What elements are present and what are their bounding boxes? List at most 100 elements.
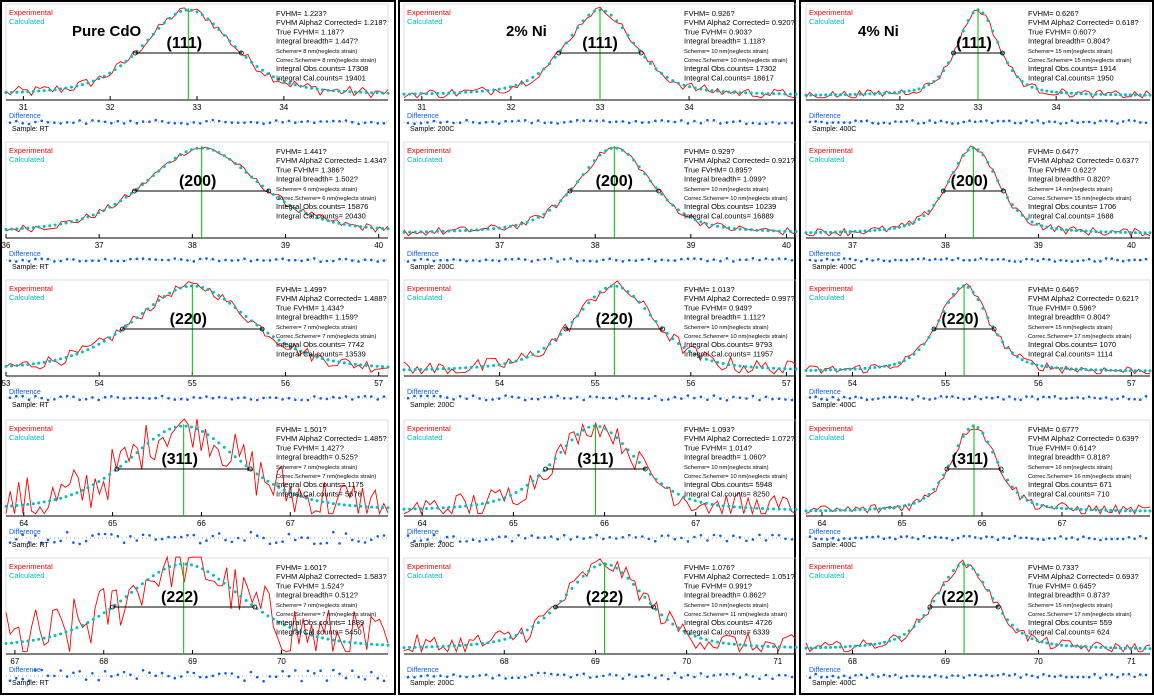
difference-point xyxy=(458,258,462,262)
fit-info-line: FVHM Alpha2 Corrected= 0.639? xyxy=(1028,434,1139,443)
calculated-point xyxy=(1089,229,1093,233)
difference-point xyxy=(523,537,527,540)
calculated-point xyxy=(986,161,990,164)
calculated-point xyxy=(783,645,787,649)
difference-point xyxy=(588,119,592,123)
fit-info-line: FVHM Alpha2 Corrected= 0.621? xyxy=(1028,294,1139,303)
difference-point xyxy=(53,540,56,544)
difference-point xyxy=(996,538,1000,541)
calculated-point xyxy=(693,499,697,503)
fit-info-line: Correc.Scherrer= 7 nm(neglects strain) xyxy=(276,612,376,618)
difference-point xyxy=(1070,260,1074,263)
fit-info-line: FVHM Alpha2 Corrected= 1.072? xyxy=(684,434,795,443)
difference-point xyxy=(484,538,488,541)
calculated-point xyxy=(665,486,669,490)
calculated-point xyxy=(716,360,720,364)
calculated-point xyxy=(676,342,680,346)
difference-point xyxy=(325,120,329,123)
difference-point xyxy=(865,257,869,261)
difference-point xyxy=(1013,672,1017,676)
difference-point xyxy=(848,397,852,400)
difference-point xyxy=(725,539,729,543)
difference-point xyxy=(78,259,81,263)
calculated-point xyxy=(1143,231,1147,235)
difference-point xyxy=(34,668,37,672)
difference-point xyxy=(751,121,755,125)
calculated-point xyxy=(255,472,259,476)
difference-point xyxy=(1076,121,1079,125)
calculated-point xyxy=(37,637,41,641)
difference-point xyxy=(996,395,1000,399)
difference-point xyxy=(243,539,246,542)
calculated-point xyxy=(201,13,204,17)
x-tick-label: 70 xyxy=(1034,657,1043,666)
calculated-point xyxy=(1074,229,1078,233)
difference-point xyxy=(771,258,774,261)
difference-point xyxy=(647,397,651,401)
calculated-point xyxy=(91,345,95,349)
calculated-point xyxy=(1128,509,1132,513)
calculated-point xyxy=(986,19,990,22)
calculated-point xyxy=(42,360,46,364)
difference-point xyxy=(745,397,748,400)
difference-point xyxy=(647,257,651,261)
calculated-point xyxy=(1035,222,1039,226)
calculated-point xyxy=(464,366,468,370)
calculated-point xyxy=(1099,508,1103,512)
difference-point xyxy=(325,259,329,263)
difference-point xyxy=(351,398,354,401)
difference-point xyxy=(370,538,373,542)
difference-point xyxy=(962,534,966,538)
calculated-point xyxy=(91,618,95,621)
difference-point xyxy=(160,537,164,541)
calculated-point xyxy=(222,445,226,449)
difference-point xyxy=(268,675,272,678)
difference-point xyxy=(922,257,926,260)
calculated-point xyxy=(26,226,30,230)
calculated-point xyxy=(211,148,215,152)
fit-info-line: Integral breadth= 1.060? xyxy=(684,453,766,462)
calculated-point xyxy=(321,500,324,504)
calculated-point xyxy=(15,364,19,368)
difference-point xyxy=(888,536,891,539)
difference-point xyxy=(332,530,335,534)
calculated-point xyxy=(480,502,484,506)
calculated-point xyxy=(598,153,602,157)
difference-point xyxy=(1059,535,1062,538)
difference-point xyxy=(871,673,874,676)
difference-point xyxy=(249,120,253,124)
calculated-point xyxy=(277,338,281,342)
difference-point xyxy=(1116,537,1119,541)
calculated-point xyxy=(897,225,901,229)
fit-info-line: Integral breadth= 0.804? xyxy=(1028,313,1110,322)
difference-point xyxy=(332,259,335,263)
difference-point xyxy=(939,395,943,398)
fit-info-line: Integral Cal.counts= 1950 xyxy=(1028,73,1114,82)
difference-point xyxy=(445,120,449,124)
fit-info-line: True FVHM= 1.434? xyxy=(276,303,344,312)
calculated-point xyxy=(261,610,264,614)
calculated-point xyxy=(1035,363,1039,367)
difference-point xyxy=(888,395,891,399)
difference-point xyxy=(751,257,755,260)
calculated-point xyxy=(834,368,837,372)
calculated-point xyxy=(976,298,980,302)
difference-point xyxy=(641,396,644,400)
calculated-point xyxy=(1128,646,1132,650)
x-tick-label: 66 xyxy=(978,519,987,528)
calculated-point xyxy=(184,562,188,566)
difference-point xyxy=(725,257,729,260)
legend-experimental: Experimental xyxy=(809,284,853,293)
calculated-point xyxy=(772,507,776,511)
difference-point xyxy=(854,674,857,677)
difference-point xyxy=(357,395,360,399)
calculated-point xyxy=(168,565,172,569)
calculated-point xyxy=(1114,93,1118,97)
calculated-point xyxy=(288,203,292,207)
x-tick-label: 34 xyxy=(685,103,694,112)
calculated-point xyxy=(576,580,580,584)
calculated-point xyxy=(665,75,669,79)
difference-point xyxy=(1008,259,1011,263)
calculated-point xyxy=(168,291,172,295)
difference-point xyxy=(53,398,56,401)
